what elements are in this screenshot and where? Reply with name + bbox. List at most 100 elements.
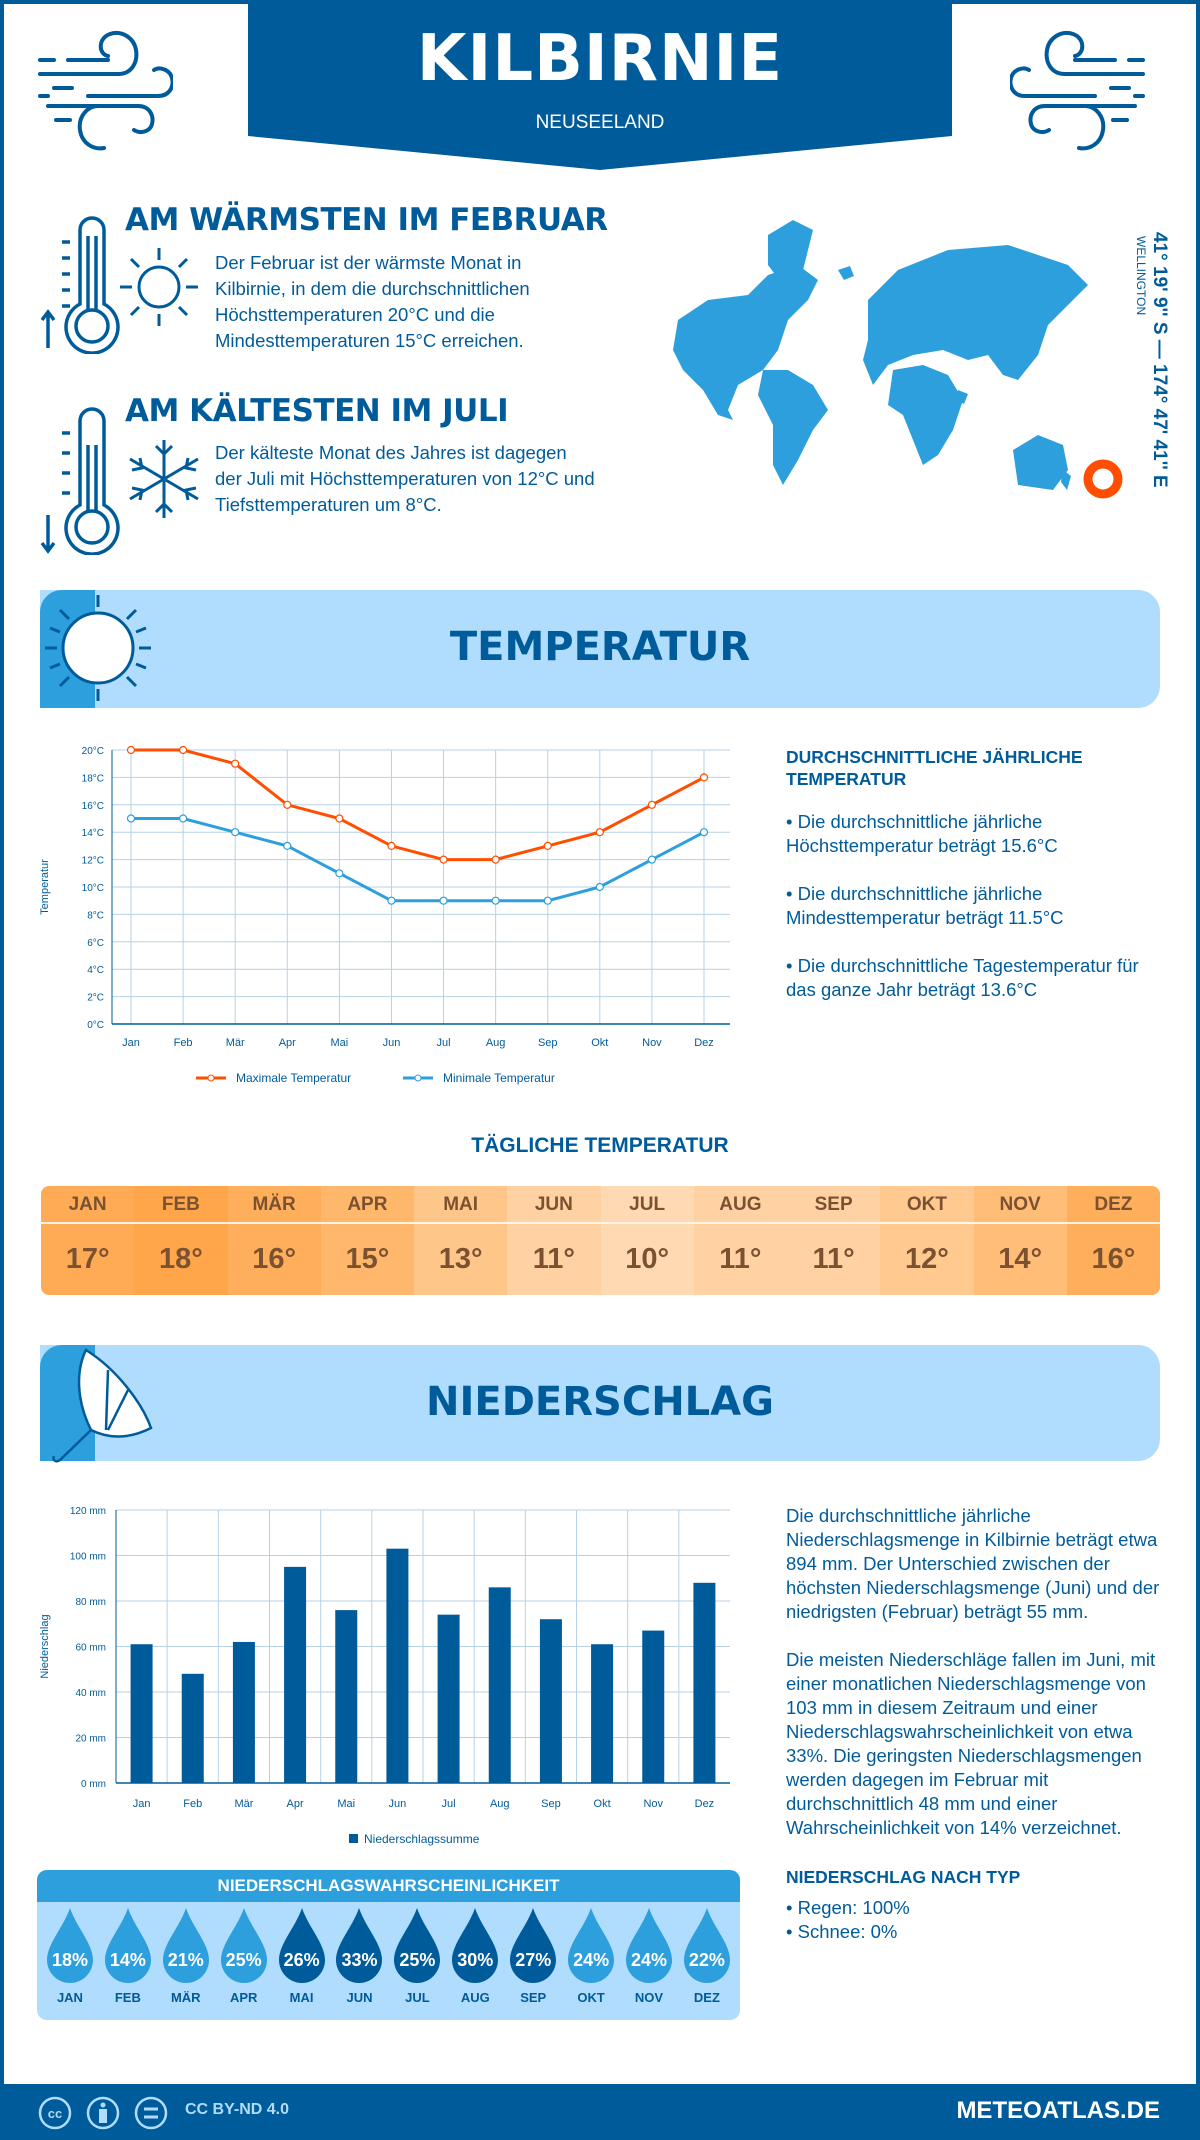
daily-temp-column: JUL 10° xyxy=(600,1186,694,1295)
footer: cc CC BY-ND 4.0 METEOATLAS.DE xyxy=(0,2084,1200,2140)
x-tick-label: Sep xyxy=(538,1037,558,1049)
warmest-heading: AM WÄRMSTEN IM FEBRUAR xyxy=(125,202,608,238)
precipitation-chart: 0 mm 20 mm 40 mm 60 mm 80 mm 100 mm 120 mm Jan F… xyxy=(39,1506,730,1846)
raindrop-icon xyxy=(104,1908,151,1983)
series-line xyxy=(131,748,705,862)
probability-drop: 14% FEB xyxy=(100,1902,156,2005)
data-point xyxy=(647,855,657,864)
y-tick-label: 10°C xyxy=(82,883,104,894)
daily-temp-column: MAI 13° xyxy=(414,1186,508,1295)
daily-month: OKT xyxy=(880,1186,974,1224)
annual-bullet: • Die durchschnittliche Tagestemperatur … xyxy=(786,955,1139,1000)
probability-drop: 30% AUG xyxy=(447,1902,503,2005)
y-tick-label: 0 mm xyxy=(81,1779,106,1790)
bar xyxy=(130,1644,153,1783)
warmest-text: Der Februar ist der wärmste Monat in Kil… xyxy=(215,252,530,351)
temperature-section-header: TEMPERATUR xyxy=(40,590,1160,708)
legend-label: Minimale Temperatur xyxy=(443,1071,555,1085)
raindrop-icon xyxy=(46,1908,93,1983)
y-tick-label: 12°C xyxy=(82,856,104,867)
daily-value: 16° xyxy=(1091,1243,1136,1275)
daily-month: SEP xyxy=(787,1186,881,1224)
y-tick-label: 8°C xyxy=(87,910,104,921)
probability-drop: 24% NOV xyxy=(621,1902,677,2005)
sun-icon xyxy=(45,595,151,701)
daily-value: 13° xyxy=(438,1243,483,1275)
y-tick-label: 60 mm xyxy=(75,1643,106,1654)
raindrop-icon xyxy=(683,1908,730,1983)
x-tick-label: Aug xyxy=(490,1798,510,1810)
x-tick-label: Apr xyxy=(287,1798,304,1810)
probability-month: APR xyxy=(229,1990,258,2005)
daily-value: 15° xyxy=(345,1243,390,1275)
sun-icon xyxy=(120,248,198,326)
x-tick-label: Nov xyxy=(643,1798,663,1810)
precip-paragraph: Die durchschnittliche jährliche Niedersc… xyxy=(786,1505,1160,1622)
snowflake-icon xyxy=(129,440,199,518)
x-tick-label: Jan xyxy=(133,1798,151,1810)
country-label: NEUSEELAND xyxy=(535,112,665,133)
y-tick-label: 20 mm xyxy=(75,1734,106,1745)
wind-icon xyxy=(1010,31,1145,151)
bar xyxy=(232,1641,255,1783)
x-tick-label: Jan xyxy=(122,1037,140,1049)
daily-temp-column: JAN 17° xyxy=(41,1186,135,1295)
precipitation-text: Die durchschnittliche jährliche Niedersc… xyxy=(786,1504,1166,1944)
annual-temp-heading: DURCHSCHNITTLICHE JÄHRLICHE TEMPERATUR xyxy=(786,747,1083,789)
raindrop-icon xyxy=(220,1908,267,1983)
coordinates: 41° 19' 9'' S — 174° 47' 41'' E xyxy=(1149,232,1170,488)
annual-bullet: • Die durchschnittliche jährliche Mindes… xyxy=(786,883,1064,928)
raindrop-icon xyxy=(278,1908,325,1983)
wind-icon xyxy=(38,31,173,151)
daily-value: 11° xyxy=(532,1243,575,1275)
probability-value: 26% xyxy=(283,1950,320,1970)
bar xyxy=(284,1566,307,1783)
daily-month: MAI xyxy=(414,1186,508,1224)
probability-month: NOV xyxy=(634,1990,664,2005)
y-tick-label: 20°C xyxy=(82,746,104,757)
annual-temp-block: DURCHSCHNITTLICHE JÄHRLICHE TEMPERATUR •… xyxy=(786,746,1166,1002)
y-tick-label: 2°C xyxy=(87,993,104,1004)
daily-temp-heading: TÄGLICHE TEMPERATUR xyxy=(471,1134,729,1157)
y-tick-label: 18°C xyxy=(82,773,104,784)
data-point xyxy=(178,814,188,823)
daily-month: APR xyxy=(320,1186,414,1224)
x-tick-label: Jul xyxy=(437,1037,451,1049)
precip-paragraph: Die meisten Niederschläge fallen im Juni… xyxy=(786,1649,1156,1838)
data-point xyxy=(335,814,344,823)
raindrop-icon xyxy=(510,1908,557,1983)
data-point xyxy=(387,896,396,905)
daily-value: 14° xyxy=(998,1243,1043,1275)
legend-swatch xyxy=(349,1834,358,1843)
coldest-heading: AM KÄLTESTEN IM JULI xyxy=(125,393,509,429)
legend-label: Niederschlagssumme xyxy=(364,1832,480,1846)
site-link[interactable]: METEOATLAS.DE xyxy=(956,2097,1160,2124)
daily-temp-column: SEP 11° xyxy=(787,1186,881,1295)
daily-value: 11° xyxy=(812,1243,855,1275)
daily-value: 17° xyxy=(65,1243,110,1275)
probability-drop: 27% SEP xyxy=(505,1902,561,2005)
probability-drop: 22% DEZ xyxy=(679,1902,735,2005)
probability-month: OKT xyxy=(577,1990,605,2005)
daily-temp-column: FEB 18° xyxy=(134,1186,228,1295)
legend-marker xyxy=(207,1074,215,1082)
daily-month: AUG xyxy=(693,1186,787,1224)
coldest-text: Der kälteste Monat des Jahres ist dagege… xyxy=(215,442,595,515)
y-tick-label: 14°C xyxy=(82,828,104,839)
probability-value: 24% xyxy=(573,1950,610,1970)
x-tick-label: Feb xyxy=(183,1798,202,1810)
y-tick-label: 4°C xyxy=(87,965,104,976)
data-point xyxy=(699,828,709,837)
probability-month: JUL xyxy=(405,1990,430,2005)
probability-drop: 26% MAI xyxy=(274,1902,330,2005)
data-point xyxy=(126,745,136,755)
license-label: CC BY-ND 4.0 xyxy=(185,2101,290,2118)
probability-month: AUG xyxy=(460,1990,490,2005)
bar xyxy=(437,1614,460,1783)
x-tick-label: Okt xyxy=(591,1037,608,1049)
x-tick-label: Apr xyxy=(279,1037,296,1049)
x-tick-label: Dez xyxy=(695,1798,715,1810)
data-point xyxy=(543,841,552,851)
daily-month: NOV xyxy=(973,1186,1067,1224)
cc-license-icons: cc xyxy=(38,2096,168,2130)
